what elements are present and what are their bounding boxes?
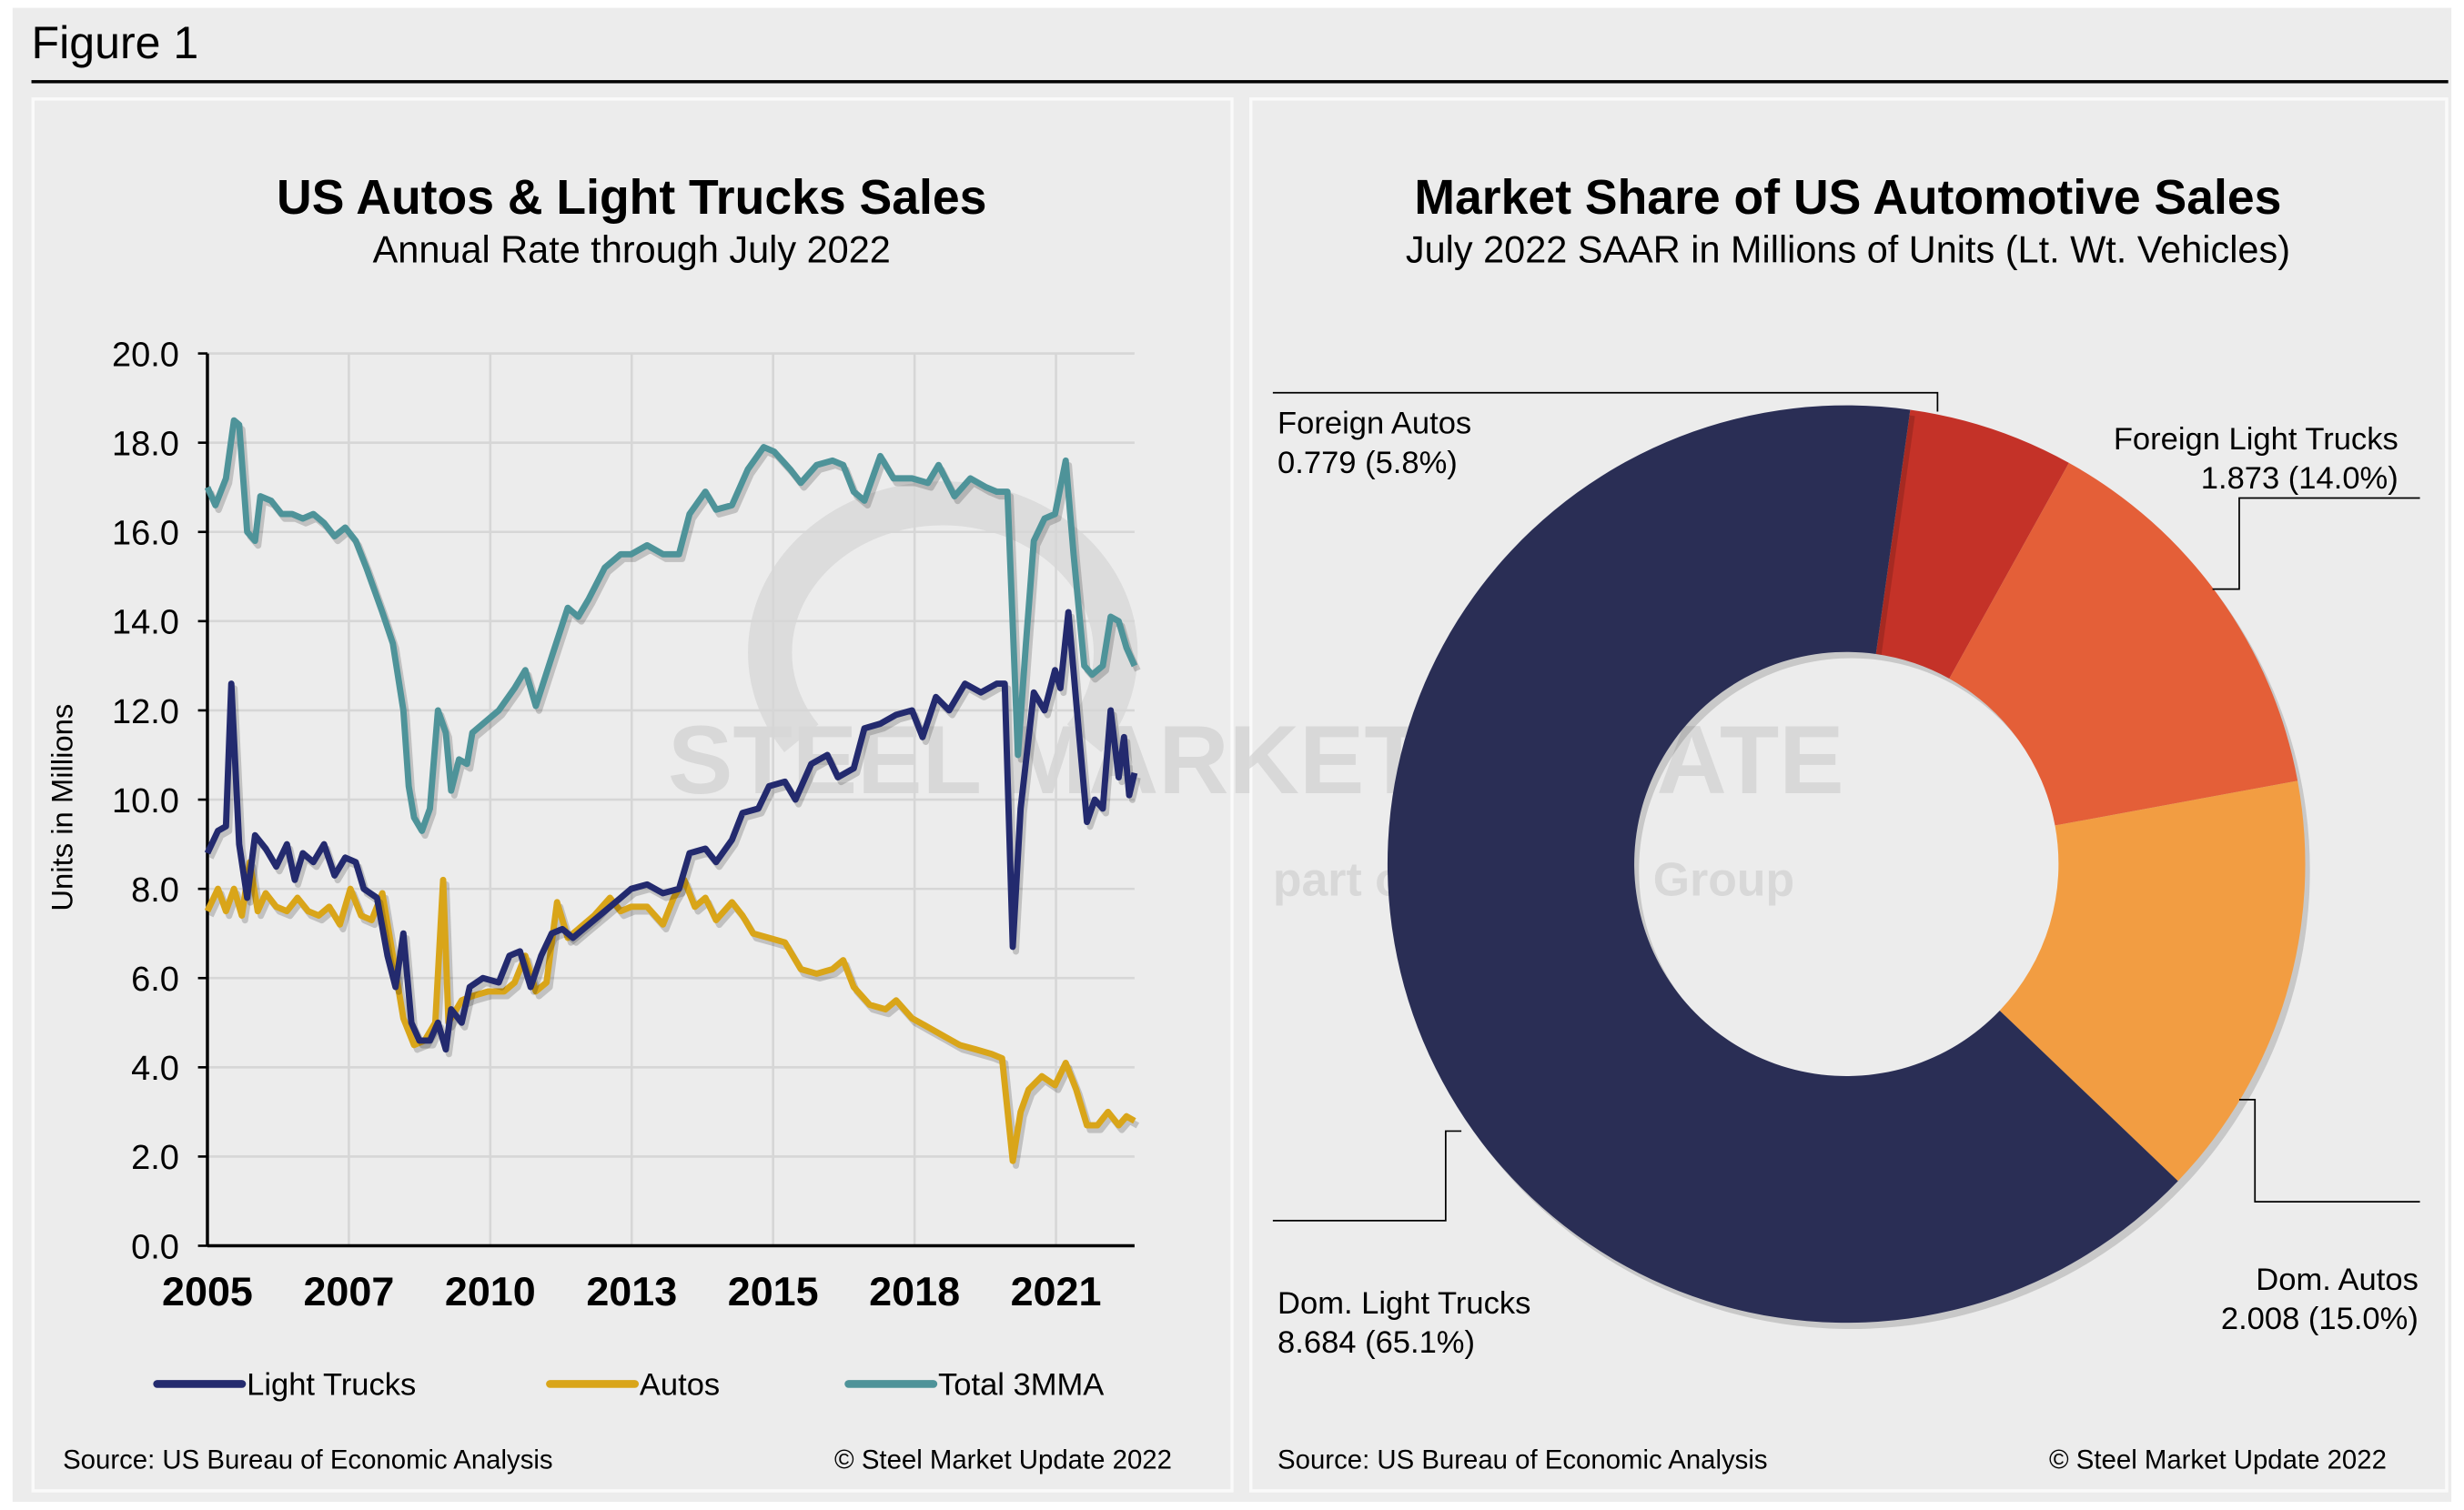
pie-chart-copyright: © Steel Market Update 2022 bbox=[2049, 1445, 2387, 1475]
y-tick-label: 0.0 bbox=[131, 1228, 179, 1266]
pie-chart-source: Source: US Bureau of Economic Analysis bbox=[1277, 1445, 1768, 1475]
slice-name: Dom. Autos bbox=[2256, 1263, 2419, 1298]
series-shadow bbox=[207, 613, 1141, 1058]
leader-line bbox=[1272, 391, 1939, 412]
donut-slice-dom-light-trucks bbox=[1387, 405, 2178, 1324]
pie-chart-title: Market Share of US Automotive Sales bbox=[1414, 169, 2282, 225]
x-tick-label: 2013 bbox=[586, 1268, 677, 1314]
title-rule bbox=[31, 80, 2449, 84]
figure-title: Figure 1 bbox=[31, 18, 199, 69]
slice-value: 0.779 (5.8%) bbox=[1277, 446, 1458, 481]
donut-slice-foreign-light-trucks bbox=[1949, 462, 2298, 826]
pie-chart-panel bbox=[1248, 97, 2449, 1493]
donut-slice-dom-autos bbox=[1999, 780, 2306, 1182]
y-tick-label: 18.0 bbox=[112, 425, 179, 463]
y-tick-label: 14.0 bbox=[112, 604, 179, 642]
series-line-total-3mma bbox=[204, 417, 1138, 834]
y-tick-label: 8.0 bbox=[131, 871, 179, 910]
slice-name: Dom. Light Trucks bbox=[1277, 1286, 1531, 1322]
donut-slice-foreign-autos bbox=[1875, 409, 2069, 679]
leader-line bbox=[2238, 1099, 2420, 1203]
line-chart-title: US Autos & Light Trucks Sales bbox=[277, 169, 987, 225]
slice-label-foreign-light-trucks: Foreign Light Trucks 1.873 (14.0%) bbox=[2114, 421, 2398, 499]
series-line-light-trucks bbox=[204, 609, 1138, 1053]
y-tick-label: 16.0 bbox=[112, 515, 179, 553]
line-chart-panel bbox=[31, 97, 1234, 1493]
y-tick-label: 6.0 bbox=[131, 961, 179, 999]
slice-value: 1.873 (14.0%) bbox=[2200, 461, 2398, 497]
pie-chart-subtitle: July 2022 SAAR in Millions of Units (Lt.… bbox=[1405, 229, 2290, 272]
watermark-swoosh bbox=[748, 481, 1138, 752]
y-tick-label: 4.0 bbox=[131, 1050, 179, 1088]
x-tick-label: 2007 bbox=[303, 1268, 394, 1314]
y-tick-label: 20.0 bbox=[112, 336, 179, 374]
slice-label-dom-autos: Dom. Autos 2.008 (15.0%) bbox=[2221, 1262, 2419, 1340]
x-tick-label: 2018 bbox=[869, 1268, 960, 1314]
x-tick-label: 2015 bbox=[728, 1268, 819, 1314]
slice-name: Foreign Light Trucks bbox=[2113, 422, 2398, 458]
leader-line bbox=[2212, 497, 2420, 590]
slice-label-dom-light-trucks: Dom. Light Trucks 8.684 (65.1%) bbox=[1277, 1285, 1530, 1364]
y-tick-label: 12.0 bbox=[112, 693, 179, 731]
line-chart-subtitle: Annual Rate through July 2022 bbox=[372, 229, 891, 272]
x-tick-label: 2005 bbox=[162, 1268, 253, 1314]
leader-line bbox=[1272, 1130, 1462, 1222]
slice-name: Foreign Autos bbox=[1277, 407, 1472, 442]
legend-label: Light Trucks bbox=[247, 1368, 416, 1403]
slice-label-foreign-autos: Foreign Autos 0.779 (5.8%) bbox=[1277, 406, 1471, 484]
line-chart-source: Source: US Bureau of Economic Analysis bbox=[63, 1445, 553, 1475]
y-tick-label: 10.0 bbox=[112, 782, 179, 820]
watermark-tagline-post: Group bbox=[1653, 852, 1794, 905]
x-tick-label: 2010 bbox=[445, 1268, 536, 1314]
legend-label: Total 3MMA bbox=[938, 1368, 1104, 1403]
slice-value: 2.008 (15.0%) bbox=[2220, 1302, 2419, 1337]
series-line-autos bbox=[204, 859, 1136, 1164]
line-chart-copyright: © Steel Market Update 2022 bbox=[834, 1445, 1172, 1475]
slice-value: 8.684 (65.1%) bbox=[1277, 1325, 1476, 1361]
x-tick-label: 2021 bbox=[1011, 1268, 1102, 1314]
legend-label: Autos bbox=[640, 1368, 720, 1403]
y-tick-label: 2.0 bbox=[131, 1139, 179, 1177]
